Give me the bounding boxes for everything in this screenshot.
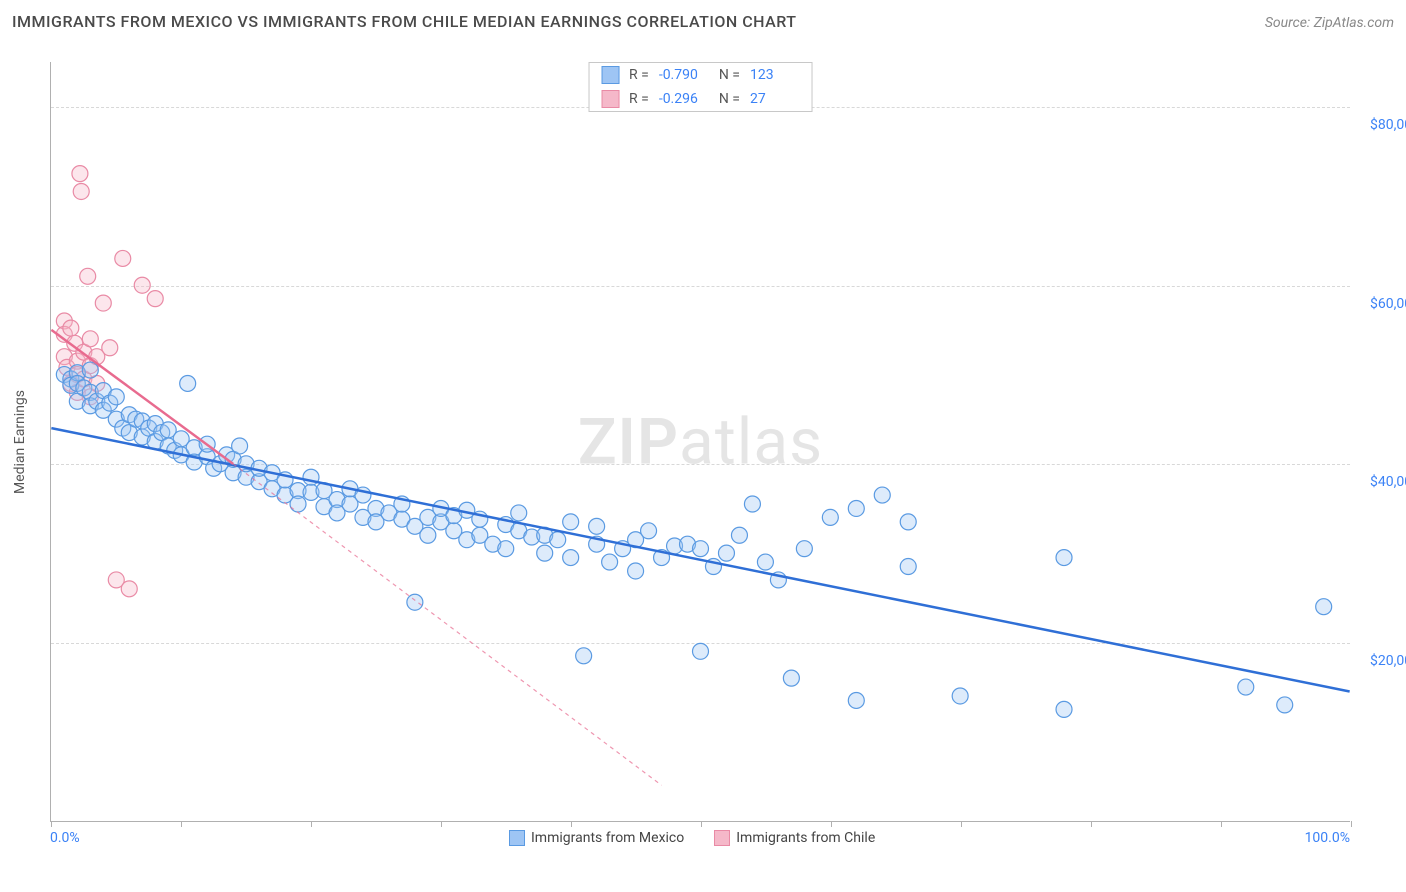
data-point <box>550 532 566 548</box>
x-axis-max: 100.0% <box>1305 830 1350 846</box>
data-point <box>232 438 248 454</box>
y-tick-label: $20,000 <box>1360 653 1406 669</box>
series-name: Immigrants from Chile <box>736 830 875 846</box>
x-tick <box>1351 821 1352 827</box>
data-point <box>82 331 98 347</box>
legend-swatch <box>714 830 730 846</box>
x-tick <box>961 821 962 827</box>
data-point <box>147 291 163 307</box>
plot-area: ZIPatlas $20,000$40,000$60,000$80,000 R … <box>50 62 1350 822</box>
x-tick <box>1221 821 1222 827</box>
data-point <box>511 505 527 521</box>
data-point <box>82 362 98 378</box>
data-point <box>589 518 605 534</box>
data-point <box>121 581 137 597</box>
x-tick <box>441 821 442 827</box>
r-label: R = <box>629 67 649 83</box>
data-point <box>874 487 890 503</box>
data-point <box>628 563 644 579</box>
legend-swatch <box>601 90 619 108</box>
data-point <box>848 500 864 516</box>
r-value: -0.790 <box>659 67 709 83</box>
data-point <box>102 340 118 356</box>
data-point <box>783 670 799 686</box>
data-point <box>848 692 864 708</box>
correlation-legend-row: R = -0.790 N = 123 <box>589 63 812 87</box>
data-point <box>1316 599 1332 615</box>
series-legend-item: Immigrants from Mexico <box>509 830 684 846</box>
legend-swatch <box>601 66 619 84</box>
data-point <box>95 295 111 311</box>
data-point <box>1238 679 1254 695</box>
data-point <box>693 643 709 659</box>
data-point <box>757 554 773 570</box>
chart-svg <box>51 62 1350 821</box>
x-tick <box>701 821 702 827</box>
correlation-legend-row: R = -0.296 N = 27 <box>589 87 812 111</box>
data-point <box>731 527 747 543</box>
data-point <box>952 688 968 704</box>
data-point <box>900 559 916 575</box>
n-value: 27 <box>750 91 800 107</box>
data-point <box>900 514 916 530</box>
series-name: Immigrants from Mexico <box>531 830 684 846</box>
data-point <box>718 545 734 561</box>
chart-title: IMMIGRANTS FROM MEXICO VS IMMIGRANTS FRO… <box>12 12 797 31</box>
data-point <box>115 250 131 266</box>
data-point <box>180 375 196 391</box>
x-tick <box>571 821 572 827</box>
x-tick <box>831 821 832 827</box>
r-label: R = <box>629 91 649 107</box>
x-tick <box>311 821 312 827</box>
y-tick-label: $60,000 <box>1360 296 1406 312</box>
data-point <box>602 554 618 570</box>
correlation-legend: R = -0.790 N = 123 R = -0.296 N = 27 <box>588 62 813 112</box>
data-point <box>563 514 579 530</box>
legend-swatch <box>509 830 525 846</box>
data-point <box>822 509 838 525</box>
data-point <box>407 594 423 610</box>
x-tick <box>1091 821 1092 827</box>
data-point <box>537 545 553 561</box>
data-point <box>290 496 306 512</box>
data-point <box>796 541 812 557</box>
data-point <box>1056 701 1072 717</box>
data-point <box>563 550 579 566</box>
data-point <box>1056 550 1072 566</box>
data-point <box>498 541 514 557</box>
x-tick <box>181 821 182 827</box>
data-point <box>1277 697 1293 713</box>
x-axis-legend-row: 0.0% Immigrants from MexicoImmigrants fr… <box>50 830 1350 846</box>
n-label: N = <box>719 67 740 83</box>
x-axis-min: 0.0% <box>50 830 80 846</box>
source-label: Source: ZipAtlas.com <box>1265 15 1394 31</box>
data-point <box>72 166 88 182</box>
data-point <box>693 541 709 557</box>
data-point <box>641 523 657 539</box>
r-value: -0.296 <box>659 91 709 107</box>
data-point <box>73 183 89 199</box>
series-legend: Immigrants from Mexico Immigrants from Ch… <box>509 830 875 846</box>
y-tick-label: $80,000 <box>1360 117 1406 133</box>
y-axis-label: Median Earnings <box>12 390 28 494</box>
data-point <box>576 648 592 664</box>
n-label: N = <box>719 91 740 107</box>
data-point <box>63 320 79 336</box>
series-legend-item: Immigrants from Chile <box>714 830 875 846</box>
data-point <box>80 268 96 284</box>
x-tick <box>51 821 52 827</box>
y-tick-label: $40,000 <box>1360 474 1406 490</box>
n-value: 123 <box>750 67 800 83</box>
data-point <box>420 527 436 543</box>
data-point <box>108 389 124 405</box>
data-point <box>134 277 150 293</box>
data-point <box>744 496 760 512</box>
